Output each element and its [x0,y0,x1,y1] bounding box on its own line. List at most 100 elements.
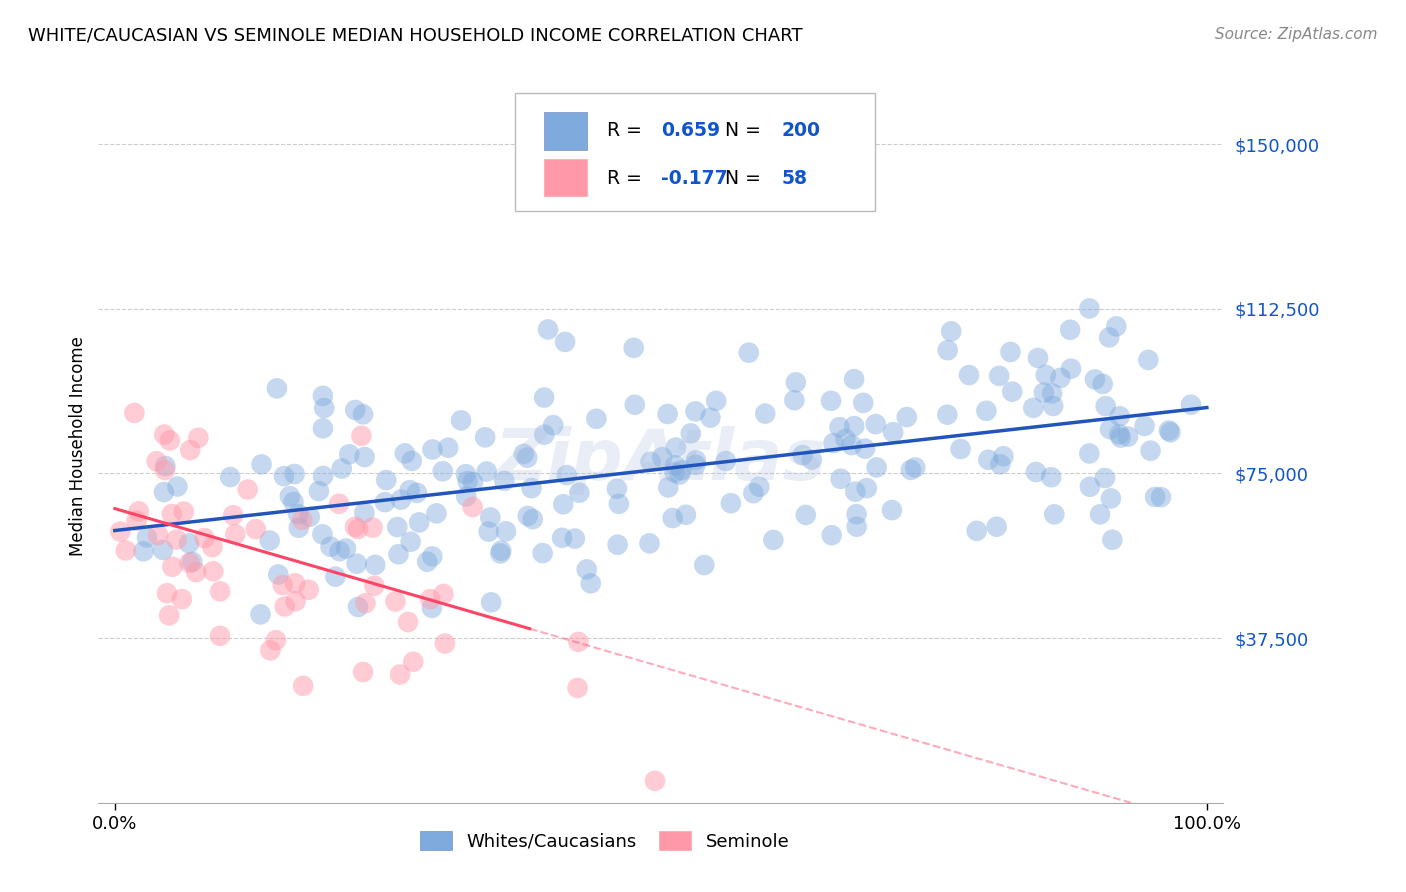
Point [179,556,201,570]
Point [273,469,295,483]
Point [314,401,336,415]
Point [900,463,922,477]
Point [1078,480,1101,494]
Point [157,608,180,623]
Point [742,486,765,500]
Point [124,406,146,420]
Text: N =: N = [725,169,766,188]
Point [644,773,666,788]
Point [1091,376,1114,391]
Point [661,511,683,525]
Point [668,467,690,482]
Point [553,497,575,511]
Text: N =: N = [725,121,766,140]
Text: -0.177: -0.177 [661,169,727,188]
Point [606,538,628,552]
Text: Source: ZipAtlas.com: Source: ZipAtlas.com [1215,27,1378,42]
Point [495,524,517,539]
Point [136,531,159,545]
Point [249,607,271,622]
Point [298,509,321,524]
Point [408,516,430,530]
Point [267,567,290,582]
Point [259,533,281,548]
Point [319,540,342,554]
Point [353,450,375,464]
Point [461,475,484,489]
Point [110,524,132,539]
Point [1109,431,1132,445]
Point [738,345,761,359]
Point [208,629,231,643]
Point [1059,323,1081,337]
Point [419,592,441,607]
Point [354,596,377,610]
Point [1180,398,1202,412]
Point [785,376,807,390]
Point [187,431,209,445]
Point [399,534,422,549]
Point [1084,372,1107,386]
Point [834,432,856,446]
Text: 200: 200 [782,121,820,140]
Point [1094,399,1116,413]
Point [533,427,555,442]
Point [853,442,876,456]
Point [312,421,335,435]
Point [844,419,866,434]
Point [754,407,776,421]
Point [236,483,259,497]
Legend: Whites/Caucasians, Seminole: Whites/Caucasians, Seminole [412,824,797,858]
Text: R =: R = [607,121,648,140]
Point [537,322,560,336]
Point [986,519,1008,533]
Point [852,396,875,410]
Point [844,484,866,499]
Point [762,533,785,547]
Point [855,481,877,495]
Point [533,391,555,405]
Point [880,503,903,517]
Point [823,436,845,450]
Point [693,558,716,572]
Y-axis label: Median Household Income: Median Household Income [69,336,87,556]
Point [792,448,814,462]
Point [704,393,727,408]
Point [153,463,176,477]
Point [1078,301,1101,316]
Point [284,576,307,591]
Point [1139,443,1161,458]
Point [842,372,865,386]
Point [450,413,472,427]
Point [402,655,425,669]
Point [387,547,409,561]
Point [202,564,225,578]
Point [209,584,232,599]
Point [941,324,963,338]
Point [841,438,863,452]
Point [949,442,972,456]
Point [977,452,1000,467]
Point [845,507,868,521]
Point [1060,361,1083,376]
Point [311,527,333,541]
Point [623,398,645,412]
Point [433,636,456,650]
FancyBboxPatch shape [515,93,875,211]
Point [114,543,136,558]
Point [675,508,697,522]
Point [516,450,538,465]
Point [352,407,374,421]
Point [865,417,887,431]
Point [425,507,447,521]
Point [957,368,980,382]
Text: ZipAtlas: ZipAtlas [495,425,827,495]
Point [679,426,702,441]
Point [328,497,350,511]
Point [665,441,688,455]
Point [714,454,737,468]
Point [494,474,516,488]
Point [564,532,586,546]
Text: 0.659: 0.659 [661,121,720,140]
Point [335,541,357,556]
